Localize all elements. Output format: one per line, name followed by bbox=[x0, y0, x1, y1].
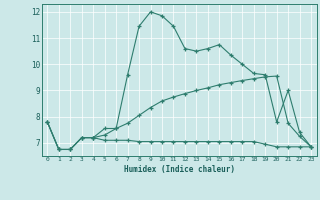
X-axis label: Humidex (Indice chaleur): Humidex (Indice chaleur) bbox=[124, 165, 235, 174]
